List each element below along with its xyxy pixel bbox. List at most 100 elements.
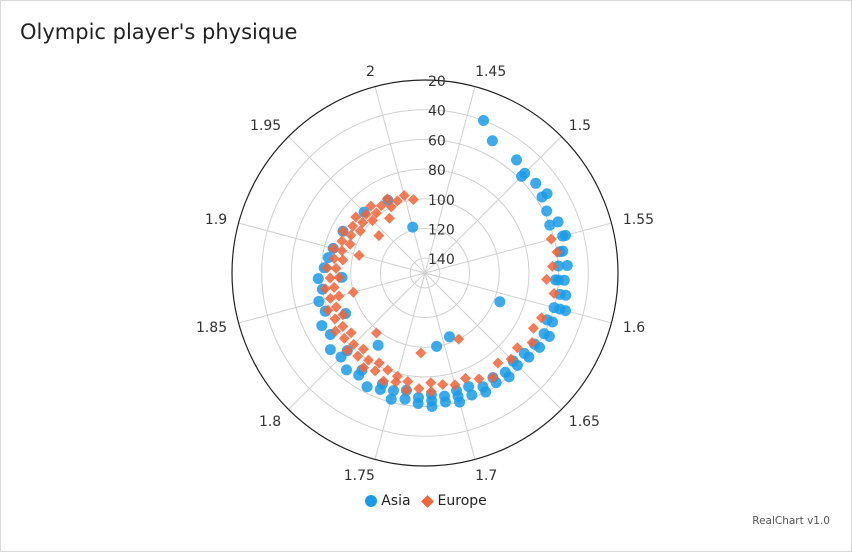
credit-label: RealChart v1.0 <box>752 515 830 527</box>
radial-grid-circle <box>290 138 560 408</box>
europe-point <box>373 357 385 369</box>
europe-point <box>328 281 340 293</box>
europe-point <box>453 333 465 345</box>
angular-grid-line <box>288 272 426 410</box>
europe-point <box>329 325 341 337</box>
europe-point <box>352 350 364 362</box>
europe-point <box>338 332 350 344</box>
europe-point <box>360 208 372 220</box>
angular-grid-line <box>374 86 426 274</box>
asia-point <box>478 115 490 127</box>
europe-point <box>345 229 357 241</box>
angular-grid-line <box>424 272 612 324</box>
asia-point <box>499 366 511 378</box>
radial-tick-label: 80 <box>428 163 446 179</box>
asia-point <box>324 344 336 356</box>
asia-point <box>372 339 384 351</box>
europe-point <box>382 364 394 376</box>
europe-point <box>353 249 365 261</box>
radial-tick-label: 100 <box>428 193 455 209</box>
asia-point <box>536 191 548 203</box>
asia-point <box>544 219 556 231</box>
legend-item-asia[interactable]: Asia <box>365 493 411 509</box>
europe-point <box>373 230 385 242</box>
europe-point <box>321 262 333 274</box>
europe-point <box>333 290 345 302</box>
asia-point <box>557 230 569 242</box>
europe-point <box>337 225 349 237</box>
europe-point <box>381 193 393 205</box>
angular-tick-label: 1.7 <box>475 468 497 484</box>
europe-point <box>337 309 349 321</box>
europe-point <box>324 272 336 284</box>
asia-point <box>466 389 478 401</box>
angular-tick-label: 1.45 <box>475 64 506 80</box>
europe-point <box>487 372 499 384</box>
europe-point <box>385 201 397 213</box>
europe-point <box>347 220 359 232</box>
europe-point <box>319 283 331 295</box>
angular-tick-label: 1.6 <box>623 320 645 336</box>
europe-point <box>511 342 523 354</box>
asia-point <box>538 328 550 340</box>
asia-point <box>387 385 399 397</box>
asia-point <box>312 273 324 285</box>
europe-point <box>547 260 559 272</box>
asia-point <box>511 154 523 166</box>
radial-grid-circle <box>379 227 471 319</box>
europe-point <box>413 383 425 395</box>
europe-point <box>358 362 370 374</box>
legend-label-asia: Asia <box>381 493 411 509</box>
radial-tick-label: 40 <box>428 104 446 120</box>
europe-point <box>357 343 369 355</box>
europe-point <box>398 190 410 202</box>
angular-grid-line <box>374 272 426 460</box>
asia-point <box>552 216 564 228</box>
asia-point <box>519 167 531 179</box>
europe-point <box>449 379 461 391</box>
chart-title: Olympic player's physique <box>20 20 298 44</box>
europe-point <box>375 200 387 212</box>
asia-point <box>316 320 328 332</box>
europe-point <box>362 354 374 366</box>
angular-tick-label: 1.75 <box>344 468 375 484</box>
angular-tick-label: 1.85 <box>196 320 227 336</box>
asia-point <box>518 347 530 359</box>
europe-point <box>329 313 341 325</box>
angular-tick-label: 1.8 <box>259 414 281 430</box>
asia-point <box>361 381 373 393</box>
europe-point <box>336 235 348 247</box>
europe-point <box>333 272 345 284</box>
radial-grid-circle <box>261 109 589 437</box>
legend-label-europe: Europe <box>437 493 487 509</box>
angular-grid-line <box>288 136 426 274</box>
angular-grid-line <box>424 222 612 274</box>
asia-point <box>463 381 475 393</box>
europe-point <box>345 327 357 339</box>
angular-tick-label: 1.65 <box>569 414 600 430</box>
europe-point <box>415 347 427 359</box>
europe-point <box>322 304 334 316</box>
europe-point <box>545 233 557 245</box>
europe-point <box>378 375 390 387</box>
europe-point <box>330 262 342 274</box>
radial-grid-circle <box>409 257 441 289</box>
angular-grid-line <box>424 86 476 274</box>
europe-point <box>400 384 412 396</box>
asia-point <box>443 331 455 343</box>
europe-point <box>327 242 339 254</box>
asia-point <box>530 177 542 189</box>
asia-point <box>313 295 325 307</box>
angular-grid-line <box>424 136 562 274</box>
europe-point <box>324 292 336 304</box>
europe-point <box>402 376 414 388</box>
radial-tick-label: 60 <box>428 133 446 149</box>
europe-point <box>473 373 485 385</box>
legend-item-europe[interactable]: Europe <box>420 493 487 509</box>
angular-tick-label: 1.95 <box>250 118 281 134</box>
europe-point <box>383 212 395 224</box>
angular-grid-line <box>424 272 476 460</box>
legend-circle-icon <box>365 495 378 507</box>
radial-tick-label: 140 <box>428 252 455 268</box>
